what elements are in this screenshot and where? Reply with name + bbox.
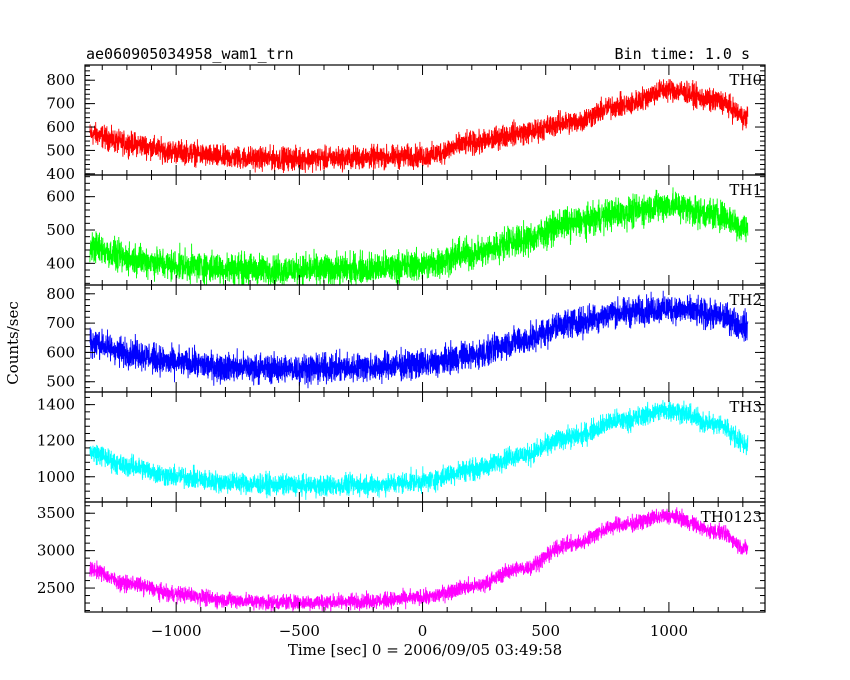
panel-name-label: TH1 [729, 181, 762, 199]
panels-layer: 400 500 600 700 800 TH0 400 500 600 TH1 500 600 700 8… [37, 64, 766, 640]
y-axis-label: Counts/sec [4, 301, 22, 385]
panel-th1: 400 500 600 TH1 [46, 174, 766, 286]
y-tick-label: 2500 [37, 579, 75, 597]
y-tick-label: 700 [46, 314, 75, 332]
series-line-th0 [89, 78, 749, 174]
panel-name-label: TH0123 [701, 508, 762, 526]
header-bin-time: Bin time: 1.0 s [614, 45, 750, 63]
y-tick-label: 600 [46, 118, 75, 136]
y-tick-label: 500 [46, 373, 75, 391]
series-line-th2 [89, 290, 749, 389]
panel-frame [84, 501, 766, 613]
y-tick-label: 1000 [37, 468, 75, 486]
x-tick-label: 500 [531, 622, 560, 640]
y-tick-label: 400 [46, 254, 75, 272]
y-tick-label: 400 [46, 165, 75, 183]
y-tick-label: 500 [46, 221, 75, 239]
y-tick-label: 800 [46, 71, 75, 89]
x-tick-label: 0 [418, 622, 428, 640]
panel-th0123: 2500 3000 3500 TH0123 [37, 501, 766, 613]
panel-name-label: TH0 [729, 71, 762, 89]
y-tick-label: 600 [46, 188, 75, 206]
y-tick-label: 600 [46, 343, 75, 361]
panel-name-label: TH3 [729, 398, 762, 416]
panel-th0: 400 500 600 700 800 TH0 [46, 64, 766, 183]
series-line-th0123 [89, 507, 749, 612]
x-tick-label: −500 [279, 622, 320, 640]
panel-th2: 500 600 700 800 TH2 [46, 284, 766, 393]
panel-th3: 1000 1200 1400 TH3 [37, 391, 766, 503]
y-tick-label: 700 [46, 95, 75, 113]
y-tick-label: 1200 [37, 432, 75, 450]
y-tick-label: 500 [46, 141, 75, 159]
y-tick-label: 3500 [37, 504, 75, 522]
x-axis-label: Time [sec] 0 = 2006/09/05 03:49:58 [288, 641, 562, 659]
x-tick-label: 1000 [650, 622, 688, 640]
y-tick-label: 3000 [37, 542, 75, 560]
header-title: ae060905034958_wam1_trn [86, 45, 294, 63]
series-line-th3 [89, 400, 749, 500]
x-tick-label: −1000 [151, 622, 202, 640]
y-tick-label: 1400 [37, 396, 75, 414]
y-tick-label: 800 [46, 285, 75, 303]
series-line-th1 [89, 187, 749, 286]
panel-name-label: TH2 [729, 291, 762, 309]
